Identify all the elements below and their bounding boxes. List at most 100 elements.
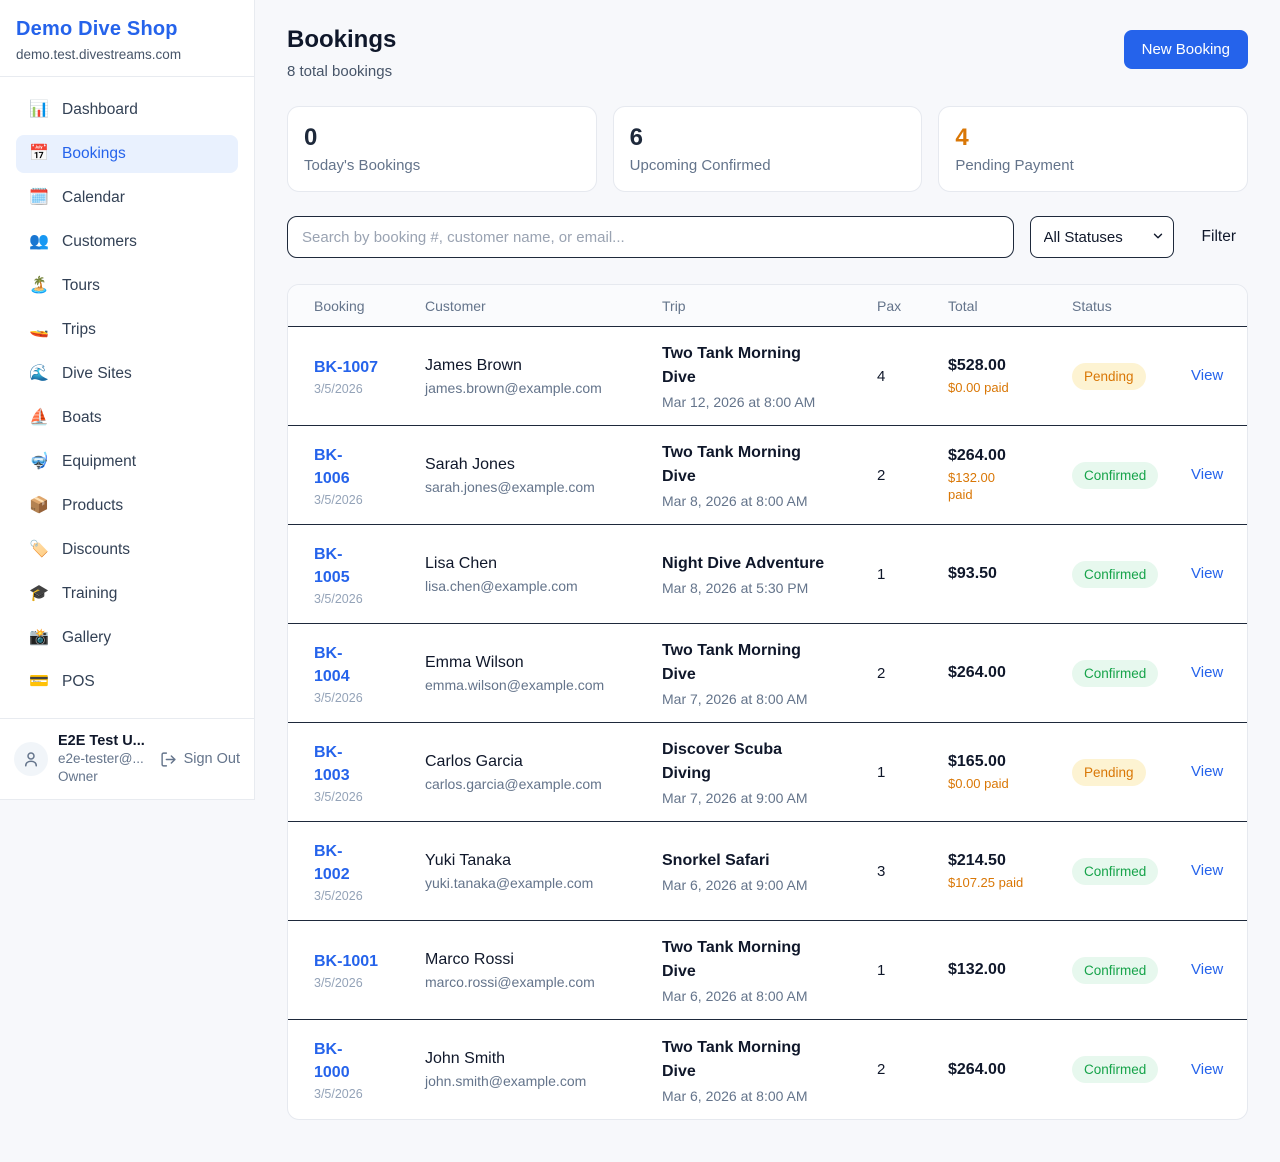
sidebar-item-pos[interactable]: 💳 POS <box>16 663 238 701</box>
bookings-icon: 📅 <box>29 145 49 162</box>
sidebar-item-dashboard[interactable]: 📊 Dashboard <box>16 91 238 129</box>
new-booking-button[interactable]: New Booking <box>1123 30 1248 69</box>
stat-value: 0 <box>304 124 318 151</box>
trip-name: Night Dive Adventure <box>662 555 825 572</box>
view-link[interactable]: View <box>1191 664 1224 681</box>
view-link[interactable]: View <box>1191 961 1224 978</box>
customer-email: carlos.garcia@example.com <box>425 775 602 792</box>
customer-email: emma.wilson@example.com <box>425 676 605 693</box>
trip-name: Two Tank Morning Dive <box>662 939 801 980</box>
avatar <box>14 742 48 776</box>
status-select-wrap: All Statuses <box>1029 216 1174 258</box>
dashboard-icon: 📊 <box>29 101 49 118</box>
table-row: BK- 1003 3/5/2026 Carlos Garcia carlos.g… <box>288 723 1247 822</box>
booking-id-link[interactable]: BK-1001 <box>314 953 379 970</box>
customer-name: Carlos Garcia <box>425 752 523 770</box>
booking-id-link[interactable]: BK- 1002 <box>314 842 350 883</box>
booking-date: 3/5/2026 <box>314 789 363 804</box>
trip-datetime: Mar 7, 2026 at 9:00 AM <box>662 790 808 806</box>
sidebar-item-discounts[interactable]: 🏷️ Discounts <box>16 531 238 569</box>
pax-count: 2 <box>877 664 886 682</box>
search-input[interactable] <box>287 216 1014 258</box>
sidebar-item-bookings[interactable]: 📅 Bookings <box>16 135 238 173</box>
total-amount: $214.50 <box>948 851 1006 869</box>
trip-datetime: Mar 8, 2026 at 5:30 PM <box>662 580 809 596</box>
paid-amount: $107.25 paid <box>948 874 1024 890</box>
stat-label: Upcoming Confirmed <box>629 157 771 174</box>
status-badge: Confirmed <box>1072 956 1159 984</box>
page-header: Bookings 8 total bookings New Booking <box>287 26 1248 80</box>
view-link[interactable]: View <box>1191 763 1224 780</box>
stat-card: 4 Pending Payment <box>938 106 1248 192</box>
table-row: BK-1007 3/5/2026 James Brown james.brown… <box>288 327 1247 426</box>
stat-label: Today's Bookings <box>304 157 421 174</box>
sidebar-item-customers[interactable]: 👥 Customers <box>16 223 238 261</box>
customer-email: yuki.tanaka@example.com <box>425 874 594 891</box>
total-amount: $264.00 <box>948 447 1006 464</box>
main-content: Bookings 8 total bookings New Booking 0 … <box>255 0 1280 1120</box>
user-info: E2E Test U... e2e-tester@... Owner <box>58 732 145 786</box>
pax-count: 2 <box>877 466 886 484</box>
booking-id-link[interactable]: BK- 1006 <box>314 446 350 487</box>
trip-name: Discover Scuba Diving <box>662 741 783 782</box>
page-subtitle: 8 total bookings <box>287 63 393 80</box>
pax-count: 1 <box>877 565 886 583</box>
customer-name: Yuki Tanaka <box>425 851 511 869</box>
sign-out-button[interactable]: Sign Out <box>160 751 240 768</box>
booking-id-link[interactable]: BK-1007 <box>314 359 379 376</box>
table-row: BK- 1004 3/5/2026 Emma Wilson emma.wilso… <box>288 624 1247 723</box>
sidebar-item-calendar[interactable]: 🗓️ Calendar <box>16 179 238 217</box>
sidebar-item-dive-sites[interactable]: 🌊 Dive Sites <box>16 355 238 393</box>
booking-id-link[interactable]: BK- 1005 <box>314 545 350 586</box>
booking-date: 3/5/2026 <box>314 382 363 396</box>
user-role: Owner <box>58 769 98 784</box>
filter-button[interactable]: Filter <box>1190 220 1248 254</box>
booking-id-link[interactable]: BK- 1000 <box>314 1041 350 1081</box>
dive-sites-icon: 🌊 <box>29 365 49 382</box>
pax-count: 1 <box>877 763 886 781</box>
trip-datetime: Mar 8, 2026 at 8:00 AM <box>662 493 808 509</box>
brand-title: Demo Dive Shop <box>16 18 178 40</box>
customer-email: lisa.chen@example.com <box>425 577 578 594</box>
stat-value: 4 <box>955 124 969 151</box>
sidebar-item-gallery[interactable]: 📸 Gallery <box>16 619 238 657</box>
total-amount: $528.00 <box>948 356 1006 374</box>
customer-email: john.smith@example.com <box>425 1073 587 1089</box>
status-badge: Confirmed <box>1072 857 1159 885</box>
view-link[interactable]: View <box>1191 1060 1224 1078</box>
view-link[interactable]: View <box>1191 862 1224 879</box>
status-select[interactable]: All Statuses <box>1029 216 1174 258</box>
page-title: Bookings <box>287 26 397 53</box>
column-header: Trip <box>662 297 686 314</box>
sidebar-item-boats[interactable]: ⛵ Boats <box>16 399 238 437</box>
gallery-icon: 📸 <box>29 629 49 646</box>
sidebar-item-training[interactable]: 🎓 Training <box>16 575 238 613</box>
pax-count: 1 <box>877 961 886 979</box>
sidebar-item-products[interactable]: 📦 Products <box>16 487 238 525</box>
user-email: e2e-tester@... <box>58 751 144 766</box>
brand-domain: demo.test.divestreams.com <box>16 47 182 62</box>
trip-datetime: Mar 6, 2026 at 9:00 AM <box>662 877 808 893</box>
bookings-table: Booking Customer Trip Pax Total Status BK-100… <box>287 284 1248 1120</box>
sidebar-item-equipment[interactable]: 🤿 Equipment <box>16 443 238 481</box>
paid-amount: $0.00 paid <box>948 775 1009 791</box>
booking-id-link[interactable]: BK- 1003 <box>314 743 350 784</box>
status-badge: Confirmed <box>1072 461 1159 489</box>
status-badge: Confirmed <box>1072 1056 1159 1083</box>
sidebar-item-tours[interactable]: 🏝️ Tours <box>16 267 238 305</box>
discounts-icon: 🏷️ <box>29 541 49 558</box>
trip-name: Two Tank Morning Dive <box>662 444 801 485</box>
pax-count: 2 <box>877 1061 886 1078</box>
total-amount: $264.00 <box>948 664 1006 681</box>
trip-datetime: Mar 12, 2026 at 8:00 AM <box>662 394 816 410</box>
view-link[interactable]: View <box>1191 565 1224 582</box>
status-badge: Confirmed <box>1072 560 1159 588</box>
view-link[interactable]: View <box>1191 367 1224 384</box>
booking-date: 3/5/2026 <box>314 1087 363 1101</box>
sidebar: Demo Dive Shop demo.test.divestreams.com… <box>0 0 255 800</box>
customer-name: Sarah Jones <box>425 455 515 473</box>
view-link[interactable]: View <box>1191 466 1224 483</box>
search-controls: All Statuses Filter <box>287 216 1248 258</box>
booking-id-link[interactable]: BK- 1004 <box>314 644 350 685</box>
sidebar-item-trips[interactable]: 🚤 Trips <box>16 311 238 349</box>
